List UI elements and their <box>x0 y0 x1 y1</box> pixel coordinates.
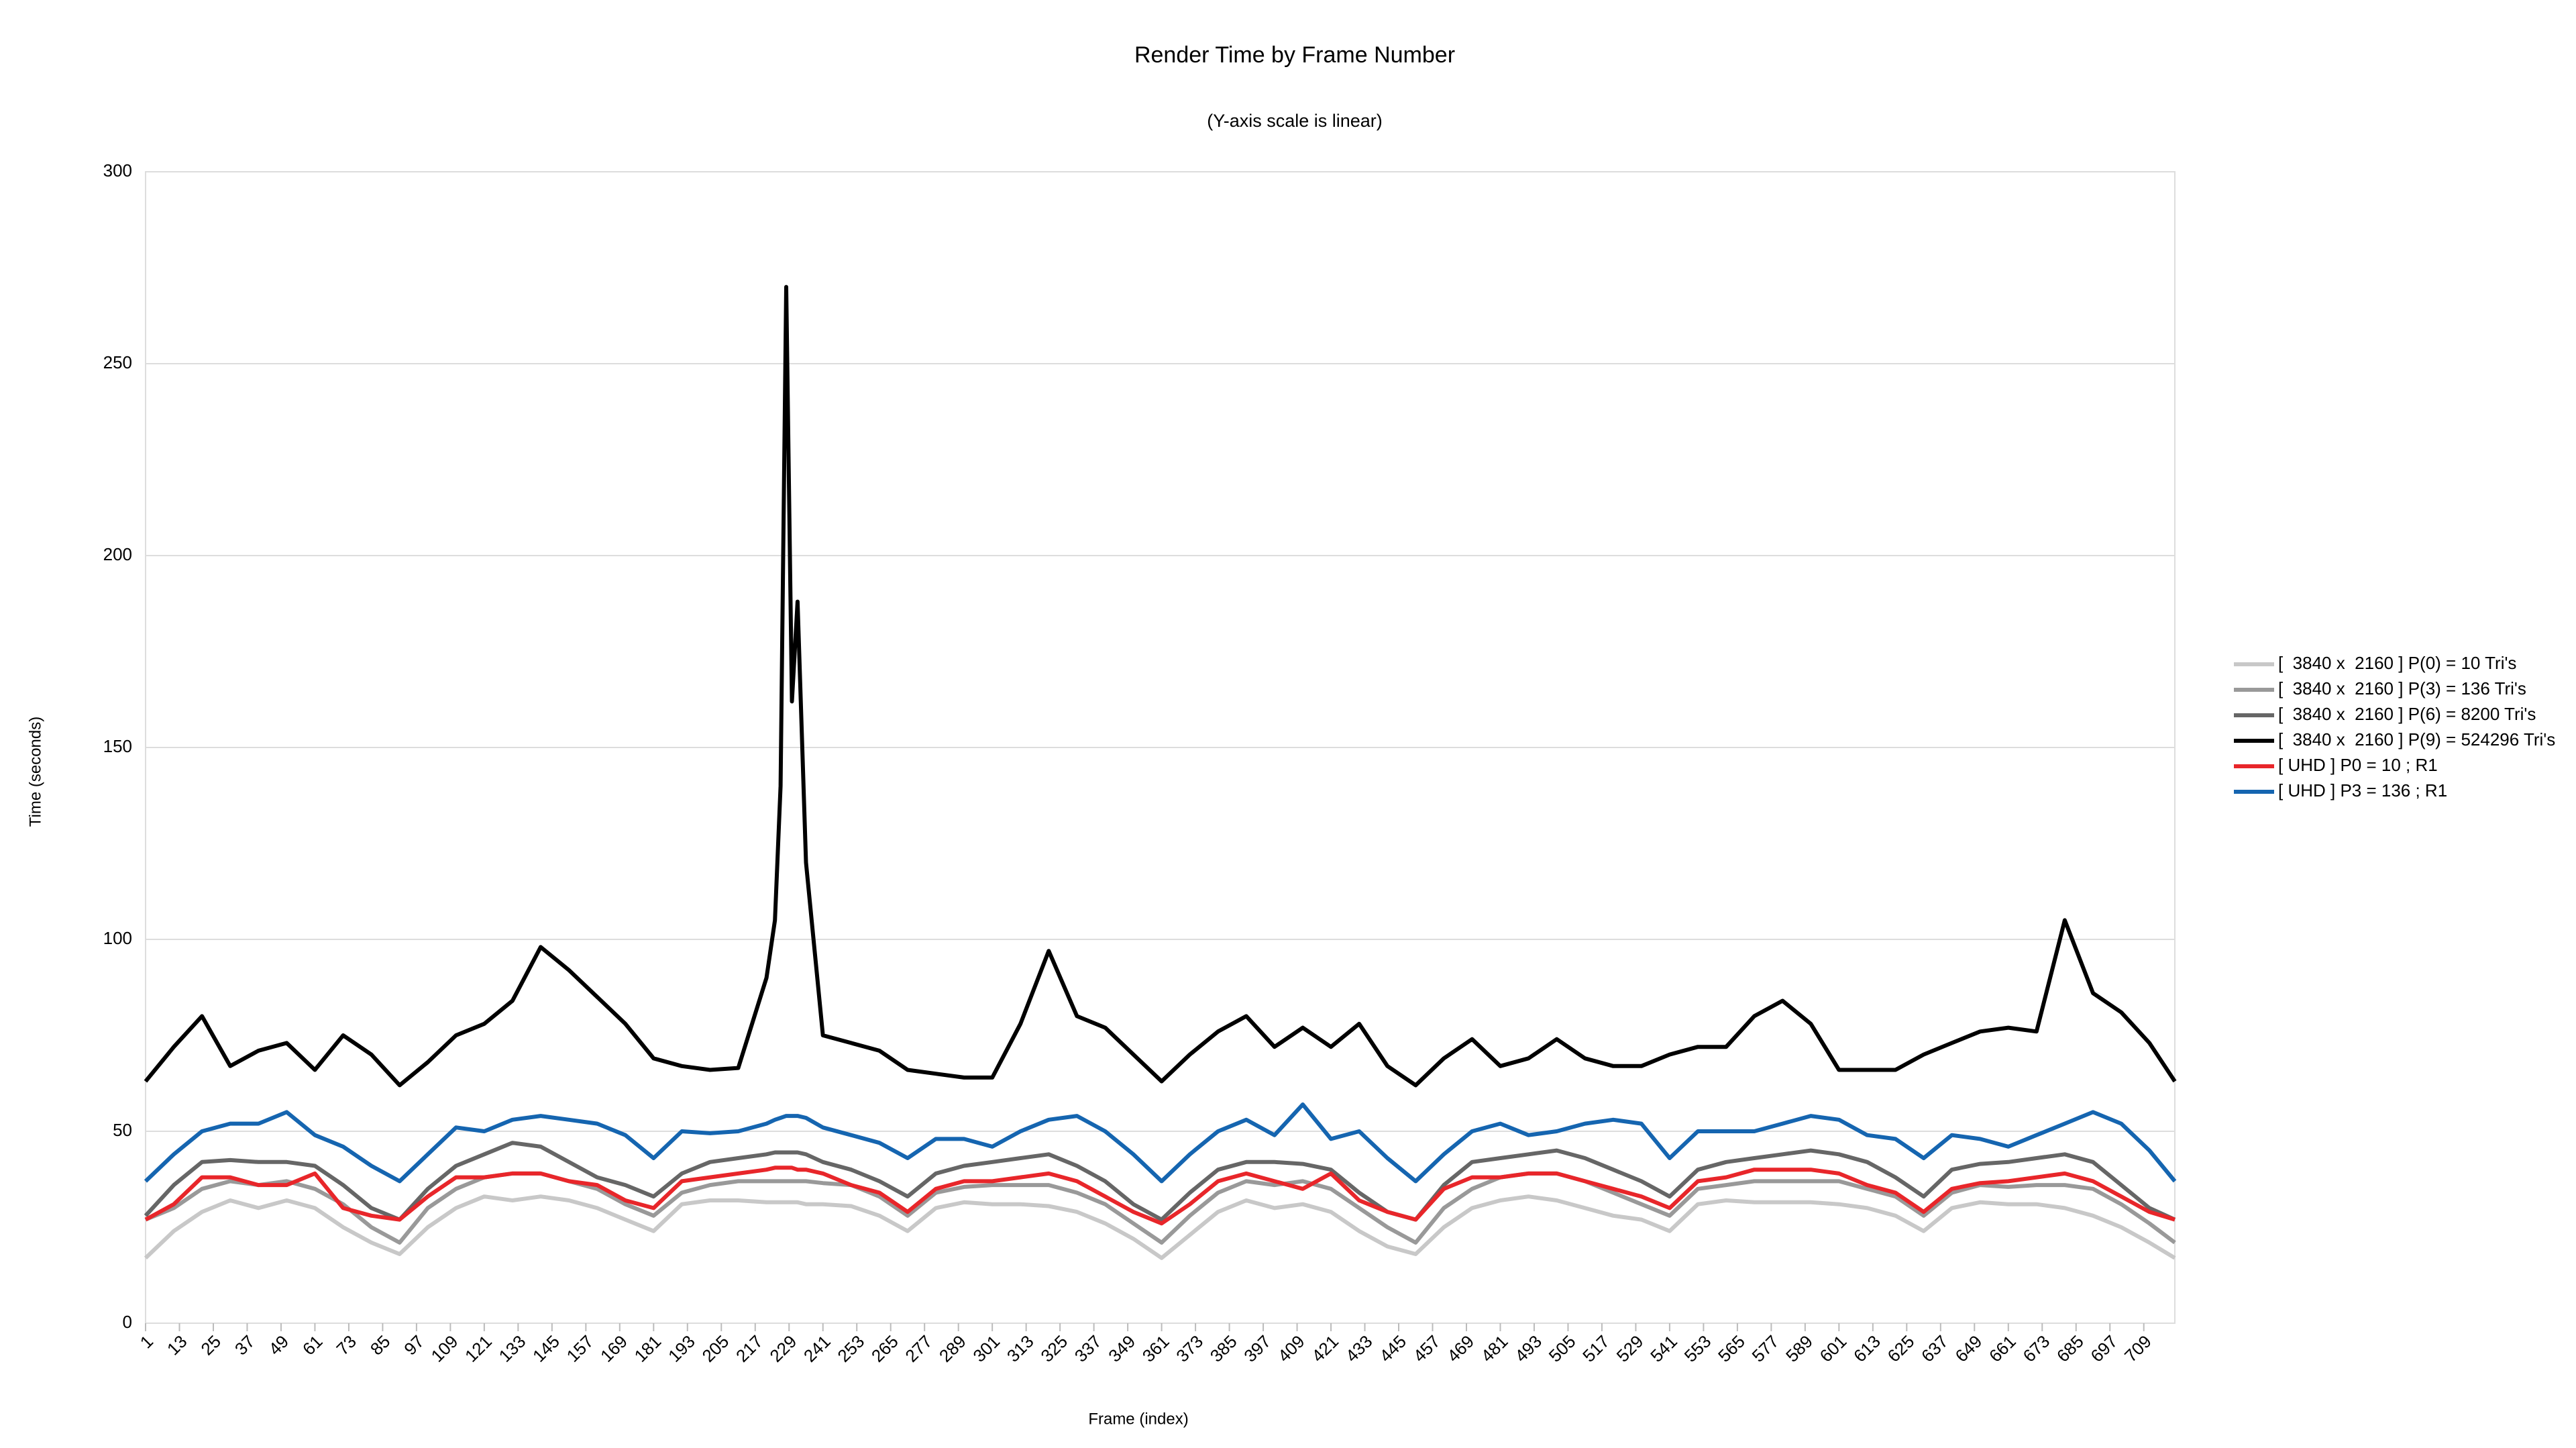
x-tick-label: 685 <box>2053 1331 2088 1366</box>
x-tick-label: 577 <box>1748 1331 1783 1366</box>
x-tick-label: 181 <box>631 1331 665 1366</box>
legend-label: [ UHD ] P0 = 10 ; R1 <box>2278 755 2438 775</box>
y-tick-label: 250 <box>103 352 132 372</box>
x-tick-label: 49 <box>264 1331 292 1359</box>
x-tick-label: 1 <box>136 1331 157 1352</box>
x-tick-label: 613 <box>1849 1331 1884 1366</box>
legend-label: [ 3840 x 2160 ] P(0) = 10 Tri's <box>2278 653 2516 673</box>
x-tick-label: 337 <box>1071 1331 1106 1366</box>
x-tick-label: 433 <box>1342 1331 1377 1366</box>
legend-label: [ 3840 x 2160 ] P(9) = 524296 Tri's <box>2278 729 2555 749</box>
y-tick-label: 150 <box>103 736 132 756</box>
x-tick-label: 169 <box>596 1331 631 1366</box>
x-tick-label: 625 <box>1884 1331 1919 1366</box>
x-tick-label: 457 <box>1409 1331 1444 1366</box>
x-tick-label: 97 <box>400 1331 428 1359</box>
x-tick-label: 421 <box>1307 1331 1342 1366</box>
x-axis-label: Frame (index) <box>1088 1410 1188 1428</box>
x-tick-label: 301 <box>969 1331 1004 1366</box>
x-tick-label: 493 <box>1511 1331 1546 1366</box>
chart-title: Render Time by Frame Number <box>1134 42 1455 68</box>
x-tick-label: 277 <box>901 1331 936 1366</box>
x-tick-label: 697 <box>2086 1331 2121 1366</box>
legend-label: [ UHD ] P3 = 136 ; R1 <box>2278 780 2447 800</box>
series-line <box>144 285 2177 1088</box>
x-tick-label: 61 <box>299 1331 327 1359</box>
x-tick-label: 13 <box>163 1331 191 1359</box>
x-tick-label: 325 <box>1036 1331 1071 1366</box>
chart-subtitle: (Y-axis scale is linear) <box>1207 111 1383 131</box>
x-tick-label: 25 <box>197 1331 225 1359</box>
series-line <box>144 1166 2176 1226</box>
x-tick-label: 289 <box>935 1331 970 1366</box>
x-tick-label: 109 <box>427 1331 462 1366</box>
x-tick-label: 553 <box>1680 1331 1715 1366</box>
legend-label: [ 3840 x 2160 ] P(6) = 8200 Tri's <box>2278 704 2536 724</box>
x-tick-label: 73 <box>332 1331 360 1359</box>
x-tick-label: 349 <box>1104 1331 1139 1366</box>
x-tick-label: 241 <box>800 1331 835 1366</box>
x-tick-label: 373 <box>1172 1331 1207 1366</box>
x-tick-label: 361 <box>1138 1331 1173 1366</box>
x-tick-label: 709 <box>2121 1331 2155 1366</box>
x-tick-label: 601 <box>1816 1331 1851 1366</box>
x-tick-label: 313 <box>1003 1331 1038 1366</box>
x-tick-label: 541 <box>1646 1331 1681 1366</box>
y-tick-label: 100 <box>103 928 132 948</box>
x-tick-label: 649 <box>1951 1331 1986 1366</box>
x-tick-label: 673 <box>2019 1331 2053 1366</box>
x-tick-label: 121 <box>461 1331 496 1366</box>
x-tick-label: 205 <box>698 1331 733 1366</box>
x-tick-label: 385 <box>1206 1331 1241 1366</box>
x-tick-label: 661 <box>1985 1331 2020 1366</box>
y-tick-label: 300 <box>103 160 132 180</box>
x-tick-label: 469 <box>1443 1331 1478 1366</box>
y-tick-label: 50 <box>113 1120 132 1140</box>
series-line <box>144 1194 2176 1260</box>
series-line <box>144 1102 2177 1184</box>
x-tick-label: 529 <box>1613 1331 1648 1366</box>
x-tick-label: 481 <box>1477 1331 1512 1366</box>
x-tick-label: 133 <box>495 1331 530 1366</box>
plot-border <box>145 171 2176 1324</box>
x-tick-label: 397 <box>1240 1331 1275 1366</box>
x-tick-label: 193 <box>664 1331 699 1366</box>
x-tick-label: 229 <box>765 1331 800 1366</box>
x-tick-label: 409 <box>1274 1331 1309 1366</box>
x-tick-label: 505 <box>1545 1331 1580 1366</box>
x-tick-label: 265 <box>867 1331 902 1366</box>
y-tick-label: 0 <box>123 1312 132 1332</box>
x-tick-label: 85 <box>366 1331 394 1359</box>
x-tick-label: 445 <box>1375 1331 1410 1366</box>
x-tick-label: 157 <box>563 1331 598 1366</box>
series-line <box>144 1141 2176 1222</box>
x-tick-label: 637 <box>1917 1331 1952 1366</box>
x-tick-label: 145 <box>529 1331 564 1366</box>
x-tick-label: 253 <box>833 1331 868 1366</box>
x-tick-label: 217 <box>732 1331 767 1366</box>
x-tick-label: 37 <box>231 1331 259 1359</box>
y-tick-label: 200 <box>103 544 132 564</box>
x-tick-label: 517 <box>1578 1331 1613 1366</box>
x-tick-label: 589 <box>1782 1331 1817 1366</box>
y-axis-label: Time (seconds) <box>26 717 44 827</box>
legend-label: [ 3840 x 2160 ] P(3) = 136 Tri's <box>2278 678 2526 699</box>
x-tick-label: 565 <box>1714 1331 1749 1366</box>
